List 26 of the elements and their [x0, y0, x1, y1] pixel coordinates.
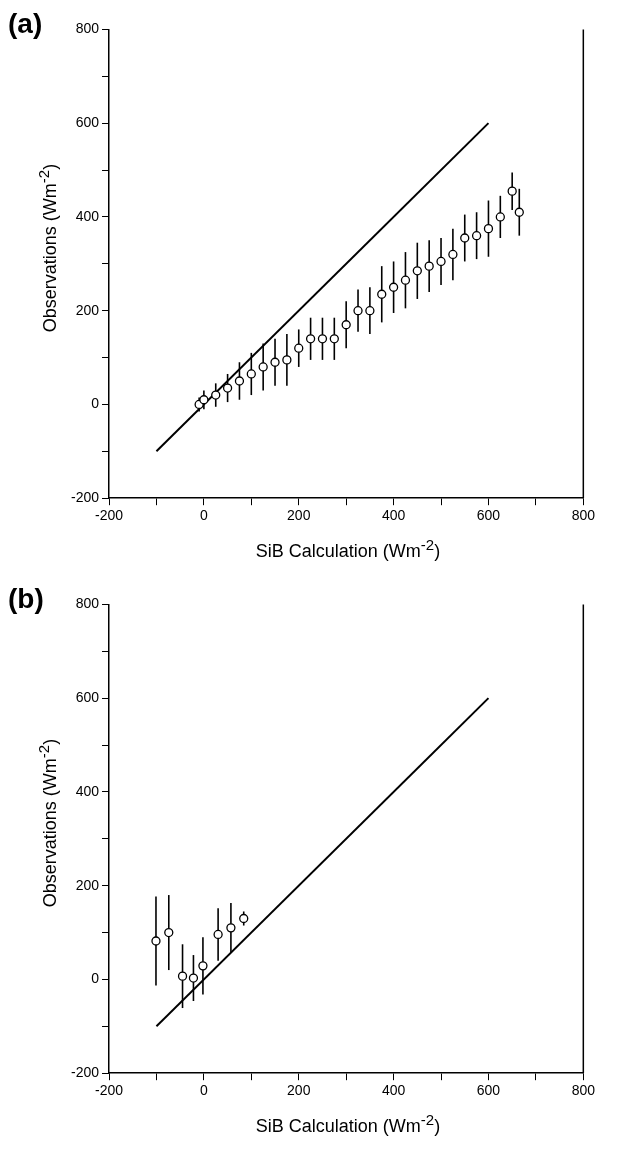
y-tick-label: 600 [75, 689, 100, 706]
y-tick-label: 0 [91, 395, 100, 412]
y-tick-label: 800 [75, 595, 100, 612]
x-axis-title: SiB Calculation (Wm$^{-2}$) [254, 536, 442, 562]
x-axis-title: SiB Calculation (Wm$^{-2}$) [254, 1111, 442, 1137]
x-tick-label: 200 [287, 1082, 311, 1099]
x-tick-label: 800 [571, 507, 596, 524]
x-tick-label: 0 [199, 507, 208, 524]
y-tick-label: -200 [70, 1064, 100, 1081]
x-tick-label: 0 [199, 1082, 208, 1099]
x-tick-label: 400 [381, 507, 406, 524]
y-tick-label: 400 [75, 207, 100, 224]
x-tick-label: 400 [381, 1082, 406, 1099]
y-tick-label: -200 [70, 489, 100, 506]
y-tick-label: 400 [75, 782, 100, 799]
y-tick-label: 600 [75, 114, 100, 131]
chart-title: (b) [8, 583, 44, 615]
y-tick-label: 800 [75, 20, 100, 37]
x-tick-label: 600 [476, 1082, 501, 1099]
y-tick-label: 200 [75, 301, 100, 318]
y-tick-label: 200 [75, 876, 100, 893]
chart-title: (a) [8, 8, 43, 40]
x-tick-label: 600 [476, 507, 501, 524]
x-tick-label: 200 [287, 507, 311, 524]
y-tick-label: 0 [91, 970, 100, 987]
x-tick-label: 800 [571, 1082, 596, 1099]
